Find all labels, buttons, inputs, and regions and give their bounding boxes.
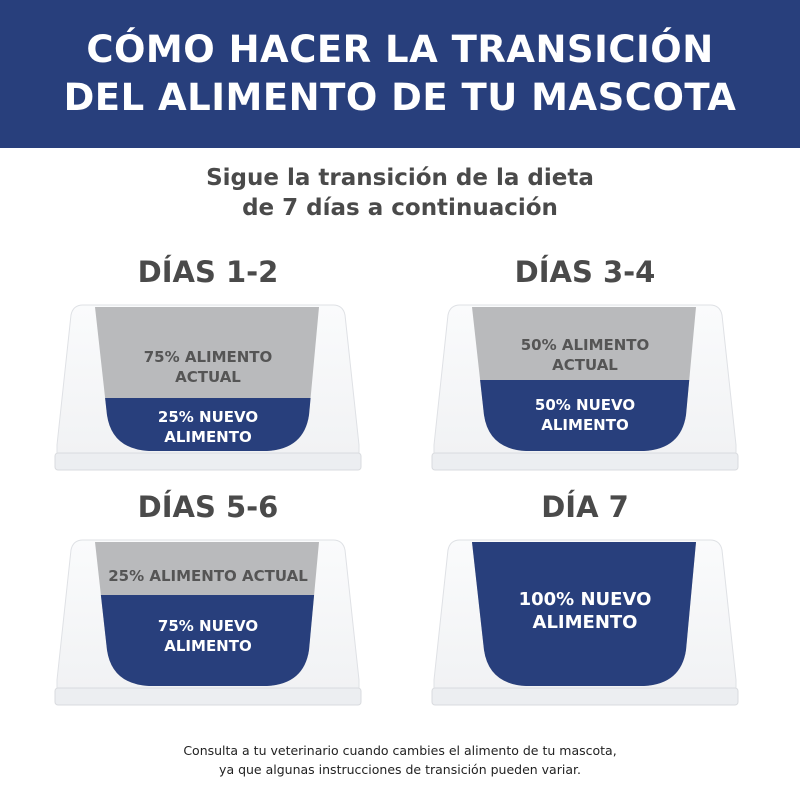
subtitle-line-1: Sigue la transición de la dieta [206,165,594,191]
new-food-fill [95,398,319,451]
title-line-2: DEL ALIMENTO DE TU MASCOTA [63,76,737,119]
bowl-stage-3: 25% ALIMENTO ACTUAL 75% NUEVO ALIMENTO [53,538,363,708]
current-food-line-2: ACTUAL [175,368,241,386]
current-food-label: 25% ALIMENTO ACTUAL [53,566,363,586]
new-food-label: 50% NUEVO ALIMENTO [430,395,740,435]
current-food-line-2: ACTUAL [552,356,618,374]
bowl-base [54,687,362,706]
new-food-fill [95,595,319,686]
stage-1-title: DÍAS 1-2 [137,255,279,289]
stage-4-title: DÍA 7 [541,490,629,524]
new-food-label: 25% NUEVO ALIMENTO [53,407,363,447]
new-food-fill [472,542,696,686]
bowl-stage-2: 50% ALIMENTO ACTUAL 50% NUEVO ALIMENTO [430,303,740,473]
footer-line-2: ya que algunas instrucciones de transici… [219,762,581,777]
subtitle: Sigue la transición de la dieta de 7 día… [0,163,800,223]
subtitle-line-2: de 7 días a continuación [242,195,558,221]
new-food-line-1: 100% NUEVO [518,589,652,610]
stage-2-title: DÍAS 3-4 [514,255,656,289]
header-banner: CÓMO HACER LA TRANSICIÓN DEL ALIMENTO DE… [0,0,800,148]
current-food-label: 75% ALIMENTO ACTUAL [53,347,363,387]
new-food-label: 75% NUEVO ALIMENTO [53,616,363,656]
bowl-base [431,452,739,471]
stage-3-title: DÍAS 5-6 [137,490,279,524]
bowl-stage-4: 100% NUEVO ALIMENTO [430,538,740,708]
current-food-label: 50% ALIMENTO ACTUAL [430,335,740,375]
footer-line-1: Consulta a tu veterinario cuando cambies… [183,743,617,758]
current-food-line-1: 50% ALIMENTO [520,336,650,354]
bowl-base [54,452,362,471]
new-food-line-2: ALIMENTO [164,637,252,655]
new-food-line-1: 75% NUEVO [157,617,259,635]
current-food-line-1: 75% ALIMENTO [143,348,273,366]
new-food-line-1: 25% NUEVO [157,408,259,426]
new-food-fill [472,380,696,451]
footer-note: Consulta a tu veterinario cuando cambies… [0,741,800,779]
new-food-line-2: ALIMENTO [541,416,629,434]
new-food-line-1: 50% NUEVO [534,396,636,414]
new-food-label: 100% NUEVO ALIMENTO [430,588,740,634]
title-line-1: CÓMO HACER LA TRANSICIÓN [86,28,714,71]
new-food-line-2: ALIMENTO [532,612,638,633]
bowl-stage-1: 75% ALIMENTO ACTUAL 25% NUEVO ALIMENTO [53,303,363,473]
current-food-line-1: 25% ALIMENTO ACTUAL [108,567,308,585]
new-food-line-2: ALIMENTO [164,428,252,446]
bowl-base [431,687,739,706]
